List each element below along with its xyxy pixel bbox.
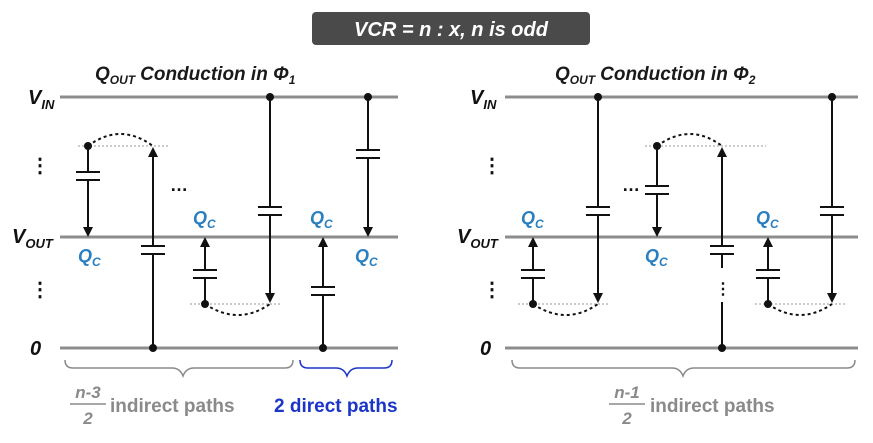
rails <box>60 95 858 350</box>
braces <box>64 359 856 379</box>
qc-label-capC: QC <box>645 246 668 269</box>
qc-label-cap5: QC <box>310 208 333 231</box>
vdots-right-upper: ⋮ <box>482 155 502 177</box>
right-circuit <box>521 97 844 348</box>
svg-text:indirect paths: indirect paths <box>110 396 235 417</box>
left-indirect-label: n-3 2 indirect paths <box>70 383 235 428</box>
qc-label-cap6: QC <box>355 246 378 269</box>
vdots-left-upper: ⋮ <box>30 155 50 177</box>
qc-label-capE: QC <box>756 208 779 231</box>
zero-label-left: 0 <box>30 338 41 360</box>
title-text: VCR = n : x, n is odd <box>354 19 549 41</box>
qc-label-capA: QC <box>521 208 544 231</box>
zero-label-right: 0 <box>480 338 491 360</box>
left-nodes <box>84 93 372 352</box>
vdots-left-lower: ⋮ <box>30 279 50 301</box>
right-indirect-brace <box>511 359 856 379</box>
title-banner: VCR = n : x, n is odd <box>312 12 590 45</box>
vin-label-right: VIN <box>470 87 497 112</box>
svg-text:indirect paths: indirect paths <box>650 396 775 417</box>
vout-label-right: VOUT <box>457 226 499 251</box>
right-transfer-arcs <box>532 133 833 316</box>
left-indirect-brace <box>64 359 294 379</box>
left-circuit <box>76 97 380 348</box>
direct-brace <box>299 359 393 379</box>
svg-text:2: 2 <box>82 409 93 428</box>
ellipsis-right: … <box>622 175 640 195</box>
ellipsis-left: … <box>170 175 188 195</box>
left-heading: QOUT Conduction in Φ1 <box>95 64 296 87</box>
right-indirect-label: n-1 2 indirect paths <box>609 383 775 428</box>
direct-paths-label: 2 direct paths <box>274 396 398 417</box>
vout-label-left: VOUT <box>12 226 54 251</box>
vin-label-left: VIN <box>28 87 55 112</box>
right-nodes <box>529 93 836 352</box>
left-transfer-arcs <box>87 133 271 316</box>
qc-label-cap1: QC <box>78 246 101 269</box>
left-level-lines <box>78 145 282 305</box>
vdots-right-middle: ⋮ <box>715 281 731 298</box>
right-level-lines <box>518 145 845 305</box>
qc-label-cap3: QC <box>193 208 216 231</box>
right-heading: QOUT Conduction in Φ2 <box>555 64 756 87</box>
vdots-right-lower: ⋮ <box>482 279 502 301</box>
svg-text:n-1: n-1 <box>614 383 640 402</box>
svg-text:n-3: n-3 <box>75 383 101 402</box>
svg-text:2: 2 <box>621 409 632 428</box>
